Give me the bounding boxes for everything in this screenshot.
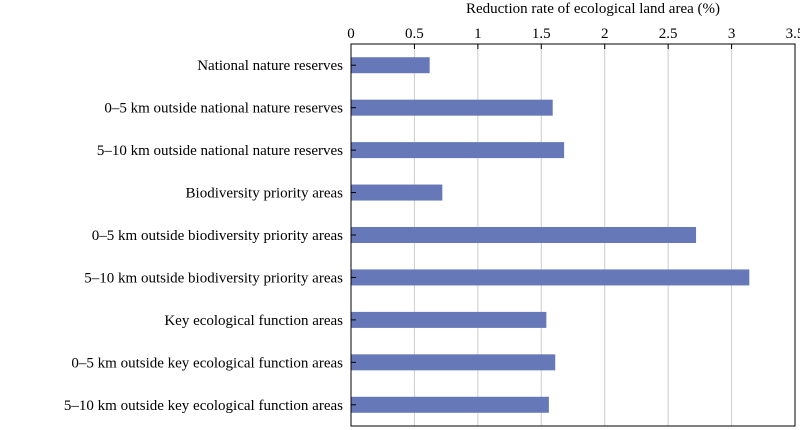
x-axis-ticks [350,44,796,49]
bar [351,142,565,159]
category-label: Biodiversity priority areas [186,186,344,202]
category-label: 5–10 km outside biodiversity priority ar… [84,270,343,286]
category-label: 0–5 km outside national nature reserves [104,101,343,117]
category-label: Key ecological function areas [164,313,343,329]
category-label: National nature reserves [197,58,343,74]
x-tick-label: 3.5 [786,26,800,42]
bar [351,184,443,201]
category-label: 5–10 km outside national nature reserves [97,143,343,159]
x-tick-label: 2.5 [659,26,678,42]
bar [351,269,750,286]
x-tick-label: 0.5 [405,26,424,42]
bars [351,57,750,413]
x-tick-label: 3 [728,26,736,42]
y-axis-ticks [351,64,356,406]
x-tick-label: 1 [474,26,482,42]
category-label: 0–5 km outside biodiversity priority are… [92,228,343,244]
bar [351,227,697,243]
x-axis-title: Reduction rate of ecological land area (… [466,1,720,17]
bar [351,57,430,74]
category-label: 5–10 km outside key ecological function … [64,398,343,414]
x-tick-label: 2 [601,26,609,42]
category-label: 0–5 km outside key ecological function a… [71,355,343,371]
bar [351,396,549,413]
x-tick-label: 1.5 [532,26,551,42]
bar [351,99,553,116]
category-labels: National nature reserves 0–5 km outside n… [64,58,343,414]
bar [351,311,547,328]
x-tick-labels: 0 0.5 1 1.5 2 2.5 3 3.5 [347,26,800,42]
x-tick-label: 0 [347,26,355,42]
bar [351,354,556,371]
